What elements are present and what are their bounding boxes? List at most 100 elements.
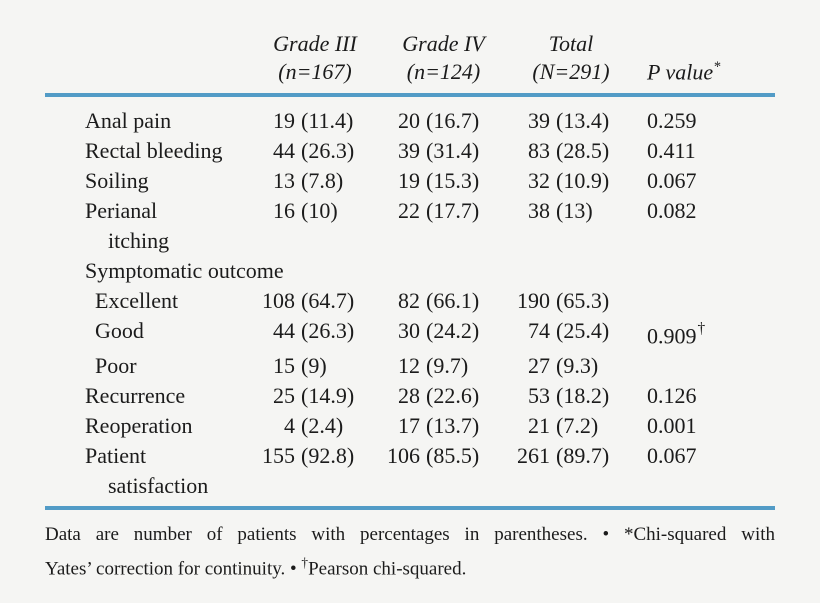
percentage-value: (13.4) [556,108,610,133]
table-row: Rectal bleeding 44 (26.3) 39 (31.4) 83 (28.5) 0… [45,136,775,166]
count-value: 53 [528,383,550,409]
cell-total: 21 (7.2) [495,411,625,441]
percentage-value: (7.8) [301,168,344,193]
p-value: 0.067 [647,168,697,193]
count-value: 83 [528,138,550,163]
percentage-value: (89.7) [556,443,610,469]
col-header-total-title: Total [548,31,594,56]
count-value: 106 [387,443,420,469]
cell-g4: 82 (66.1) [370,286,495,316]
table-row: Excellent 108 (64.7) 82 (66.1) 190 (65.3) [45,286,775,316]
row-label: Perianal itching [45,196,240,256]
percentage-value: (65.3) [556,288,610,313]
cell-g4: 106 (85.5) [370,441,495,508]
cell-g4 [370,256,495,286]
row-label: Poor [45,351,240,381]
cell-total [495,256,625,286]
cell-pvalue [625,286,775,316]
count-value: 74 [528,318,550,343]
cell-total: 261 (89.7) [495,441,625,508]
p-value: 0.259 [647,108,697,133]
count-value: 21 [528,413,550,439]
count-value: 190 [517,288,550,313]
count-value: 22 [398,198,420,223]
table-body: Anal pain 19 (11.4) 20 (16.7) 39 (13.4) 0.259 Re… [45,95,775,508]
row-label-text: Good [95,318,144,343]
cell-pvalue [625,256,775,286]
percentage-value: (25.4) [556,318,610,343]
row-label-text: Excellent [95,288,179,313]
count-value: 16 [273,198,295,223]
count-value: 44 [273,318,295,343]
cell-g4: 22 (17.7) [370,196,495,256]
percentage-value: (2.4) [301,413,344,439]
footnote-line2-tail: Pearson chi-squared. [308,558,467,580]
footnote-line-1: Data are number of patients with percent… [45,524,775,546]
cell-g3: 108 (64.7) [240,286,370,316]
percentage-value: (18.2) [556,383,610,409]
row-label-text: Reoperation [85,413,193,439]
count-value: 25 [273,383,295,409]
row-label: Recurrence [45,381,240,411]
percentage-value: (66.1) [426,288,480,313]
col-header-empty [45,30,240,97]
percentage-value: (13) [556,198,593,223]
p-value: 0.411 [647,138,696,163]
cell-pvalue [625,351,775,381]
row-label-text: Soiling [85,168,149,193]
percentage-value: (28.5) [556,138,610,163]
cell-g3: 16 (10) [240,196,370,256]
row-label: Reoperation [45,411,240,441]
percentage-value: (9.3) [556,353,599,379]
cell-total: 32 (10.9) [495,166,625,196]
percentage-value: (17.7) [426,198,480,223]
cell-pvalue: 0.001 [625,411,775,441]
table-row: Symptomatic outcome [45,256,775,286]
cell-g3: 155 (92.8) [240,441,370,508]
count-value: 4 [284,413,295,439]
cell-total: 38 (13) [495,196,625,256]
row-label-text: Anal pain [85,108,172,133]
col-header-total-n: (N=291) [532,59,610,84]
percentage-value: (26.3) [301,318,355,343]
count-value: 28 [398,383,420,409]
cell-g4: 30 (24.2) [370,316,495,351]
header-row: Grade III (n=167) Grade IV (n=124) Total… [45,30,775,97]
count-value: 44 [273,138,295,163]
col-header-pvalue-title: P value [647,59,714,84]
count-value: 32 [528,168,550,193]
table-row: Recurrence 25 (14.9) 28 (22.6) 53 (18.2) 0.126 [45,381,775,411]
cell-total: 53 (18.2) [495,381,625,411]
col-header-grade4-title: Grade IV [402,31,485,56]
p-value: 0.082 [647,198,697,223]
row-label-text: Poor [95,353,137,379]
count-value: 27 [528,353,550,379]
table-row: Patient satisfaction 155 (92.8) 106 (85.5) 261… [45,441,775,508]
row-label-continuation: itching [108,228,170,253]
p-value: 0.909 [647,323,697,349]
cell-g3: 19 (11.4) [240,95,370,136]
cell-g3: 25 (14.9) [240,381,370,411]
col-header-total: Total (N=291) [495,30,625,97]
cell-total: 74 (25.4) [495,316,625,351]
cell-g4: 28 (22.6) [370,381,495,411]
count-value: 155 [262,443,295,469]
count-value: 39 [528,108,550,133]
percentage-value: (11.4) [301,108,354,133]
row-label: Good [45,316,240,351]
col-header-grade3: Grade III (n=167) [240,30,370,97]
outcomes-table: Grade III (n=167) Grade IV (n=124) Total… [45,30,775,511]
row-label: Soiling [45,166,240,196]
cell-pvalue: 0.126 [625,381,775,411]
cell-total: 83 (28.5) [495,136,625,166]
count-value: 12 [398,353,420,379]
table-row: Good 44 (26.3) 30 (24.2) 74 (25.4) 0.909† [45,316,775,351]
count-value: 17 [398,413,420,439]
footnote-line-2: Yates’ correction for continuity. • †Pea… [45,549,775,583]
row-label-text: Symptomatic outcome [85,258,284,283]
percentage-value: (10) [301,198,338,223]
row-label: Excellent [45,286,240,316]
percentage-value: (31.4) [426,138,480,163]
row-label-text: Patient [85,443,147,469]
